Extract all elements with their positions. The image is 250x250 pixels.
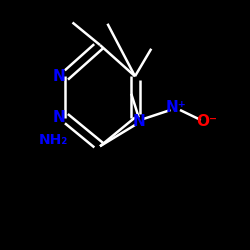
Text: O⁻: O⁻ [196, 114, 217, 129]
Text: N: N [53, 110, 66, 125]
Text: N: N [53, 69, 66, 84]
Text: N⁺: N⁺ [166, 100, 186, 115]
Text: NH₂: NH₂ [39, 133, 68, 147]
Text: N: N [132, 114, 145, 129]
